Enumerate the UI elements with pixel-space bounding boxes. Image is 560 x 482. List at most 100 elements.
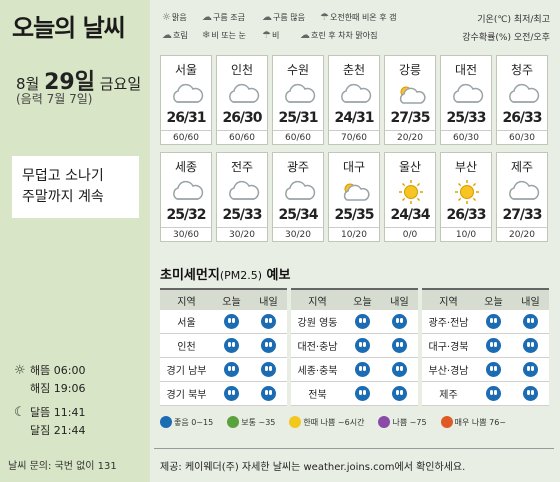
sun-icon: ☼ (162, 12, 171, 23)
cloudy-icon (217, 179, 267, 205)
legend-item: ☼맑음 (162, 12, 187, 23)
city-temp: 24/31 (334, 110, 374, 126)
city-name: 대전 (454, 63, 478, 77)
city-card: 세종 25/32 30/60 (160, 152, 212, 242)
cloudy-icon (273, 179, 323, 205)
pm-table: 지역 오늘 내일 강원 영동 대전·충남 세종·충북 전북 (291, 288, 418, 406)
legend-item: ☁구름 조금 (202, 12, 245, 23)
pm-row: 전북 (291, 382, 418, 406)
rain-snow-icon: ❄ (202, 30, 211, 41)
pm-region: 광주·전남 (428, 318, 469, 329)
col-today: 오늘 (484, 296, 503, 308)
good-face-icon (392, 314, 407, 329)
legend-label: 구름 조금 (213, 13, 245, 22)
city-temp: 25/35 (334, 207, 374, 223)
good-face-icon (523, 386, 538, 401)
cloud-much-icon (385, 82, 435, 108)
pm-legend-item: 매우 나쁨 76~ (440, 416, 506, 428)
city-card: 대전 25/33 60/30 (440, 55, 492, 145)
pm-title-suffix: 예보 (262, 268, 291, 283)
pm-title: 초미세먼지(PM2.5) 예보 (160, 264, 290, 283)
city-rain-prob: 20/20 (385, 130, 435, 143)
col-tomorrow: 내일 (390, 296, 409, 308)
pm-table: 지역 오늘 내일 광주·전남 대구·경북 부산·경남 제주 (422, 288, 549, 406)
city-name: 춘천 (342, 63, 366, 77)
good-face-icon (355, 314, 370, 329)
city-temp: 26/33 (502, 110, 542, 126)
sunrise-text: 해뜸 06:00 (30, 364, 86, 377)
cloudy-icon (329, 82, 379, 108)
page-title: 오늘의 날씨 (12, 14, 126, 42)
city-temp: 25/33 (446, 110, 486, 126)
cloudy-icon: ☁ (162, 30, 172, 41)
grade-face-icon (440, 416, 453, 428)
legend-item: ☂비 (262, 30, 279, 41)
sunrise: ☼ 해뜸 06:00 (14, 362, 85, 378)
pm-table-header: 지역 오늘 내일 (291, 290, 418, 310)
rain-unit: 강수확률(%) 오전/오후 (462, 33, 550, 43)
pm-row: 세종·충북 (291, 358, 418, 382)
pm-region: 부산·경남 (428, 366, 469, 377)
good-face-icon (261, 338, 276, 353)
good-face-icon (261, 362, 276, 377)
legend-item: ☁흐린 후 차차 맑아짐 (300, 30, 378, 41)
cloudy-icon (273, 82, 323, 108)
sunset: 해짐 19:06 (30, 382, 86, 395)
pm-legend-item: 나쁨 ~75 (378, 416, 427, 428)
legend-label: 비 또는 눈 (211, 31, 246, 40)
cloudy-icon (161, 82, 211, 108)
city-card: 부산 26/33 10/0 (440, 152, 492, 242)
city-rain-prob: 20/20 (497, 227, 547, 240)
cloudy-icon (497, 179, 547, 205)
cloudy-icon (497, 82, 547, 108)
moonset: 달짐 21:44 (30, 424, 86, 437)
pm-region: 서울 (177, 318, 196, 329)
pm-row: 경기 남부 (160, 358, 287, 382)
city-temp: 25/31 (278, 110, 318, 126)
city-card: 울산 24/34 0/0 (384, 152, 436, 242)
city-rain-prob: 60/60 (273, 130, 323, 143)
pm-legend: 좋음 0~15 보통 ~35 한때 나쁨 ~6시간 나쁨 ~75 매우 나쁨 76~ (160, 416, 520, 428)
pm-region: 대구·경북 (428, 342, 469, 353)
city-rain-prob: 60/30 (497, 130, 547, 143)
good-face-icon (392, 362, 407, 377)
city-temp: 26/30 (222, 110, 262, 126)
moonrise-text: 달뜸 11:41 (30, 406, 86, 419)
good-face-icon (261, 314, 276, 329)
pm-title-unit: (PM2.5) (219, 269, 263, 282)
good-face-icon (224, 362, 239, 377)
city-temp: 27/35 (390, 110, 430, 126)
cloud-much-icon: ☁ (262, 12, 272, 23)
pm-row: 광주·전남 (422, 310, 549, 334)
city-card: 제주 27/33 20/20 (496, 152, 548, 242)
city-temp: 26/33 (446, 207, 486, 223)
city-rain-prob: 60/30 (441, 130, 491, 143)
cloud-little-icon: ☁ (202, 12, 212, 23)
city-temp: 26/31 (166, 110, 206, 126)
pm-table-header: 지역 오늘 내일 (422, 290, 549, 310)
legend-item: ☁구름 많음 (262, 12, 305, 23)
good-face-icon (486, 338, 501, 353)
city-card: 청주 26/33 60/30 (496, 55, 548, 145)
city-rain-prob: 60/60 (217, 130, 267, 143)
divider (154, 448, 554, 449)
city-card: 전주 25/33 30/20 (216, 152, 268, 242)
city-temp: 27/33 (502, 207, 542, 223)
good-face-icon (523, 362, 538, 377)
source-credit: 제공: 케이웨더(주) 자세한 날씨는 weather.joins.com에서 … (160, 462, 466, 473)
pm-legend-label: 한때 나쁨 ~6시간 (303, 417, 365, 427)
city-temp: 25/34 (278, 207, 318, 223)
lunar-date: (음력 7월 7일) (16, 92, 93, 106)
good-face-icon (224, 314, 239, 329)
city-name: 부산 (454, 160, 478, 174)
pm-row: 경기 북부 (160, 382, 287, 406)
good-face-icon (355, 362, 370, 377)
pm-region: 강원 영동 (297, 318, 338, 329)
city-card: 광주 25/34 30/20 (272, 152, 324, 242)
summary-line-1: 무덥고 소나기 (22, 168, 104, 184)
good-face-icon (486, 386, 501, 401)
pm-legend-label: 좋음 0~15 (174, 417, 214, 427)
city-name: 인천 (230, 63, 254, 77)
pm-legend-item: 좋음 0~15 (160, 416, 214, 428)
moonrise: ☾ 달뜸 11:41 (14, 404, 85, 420)
